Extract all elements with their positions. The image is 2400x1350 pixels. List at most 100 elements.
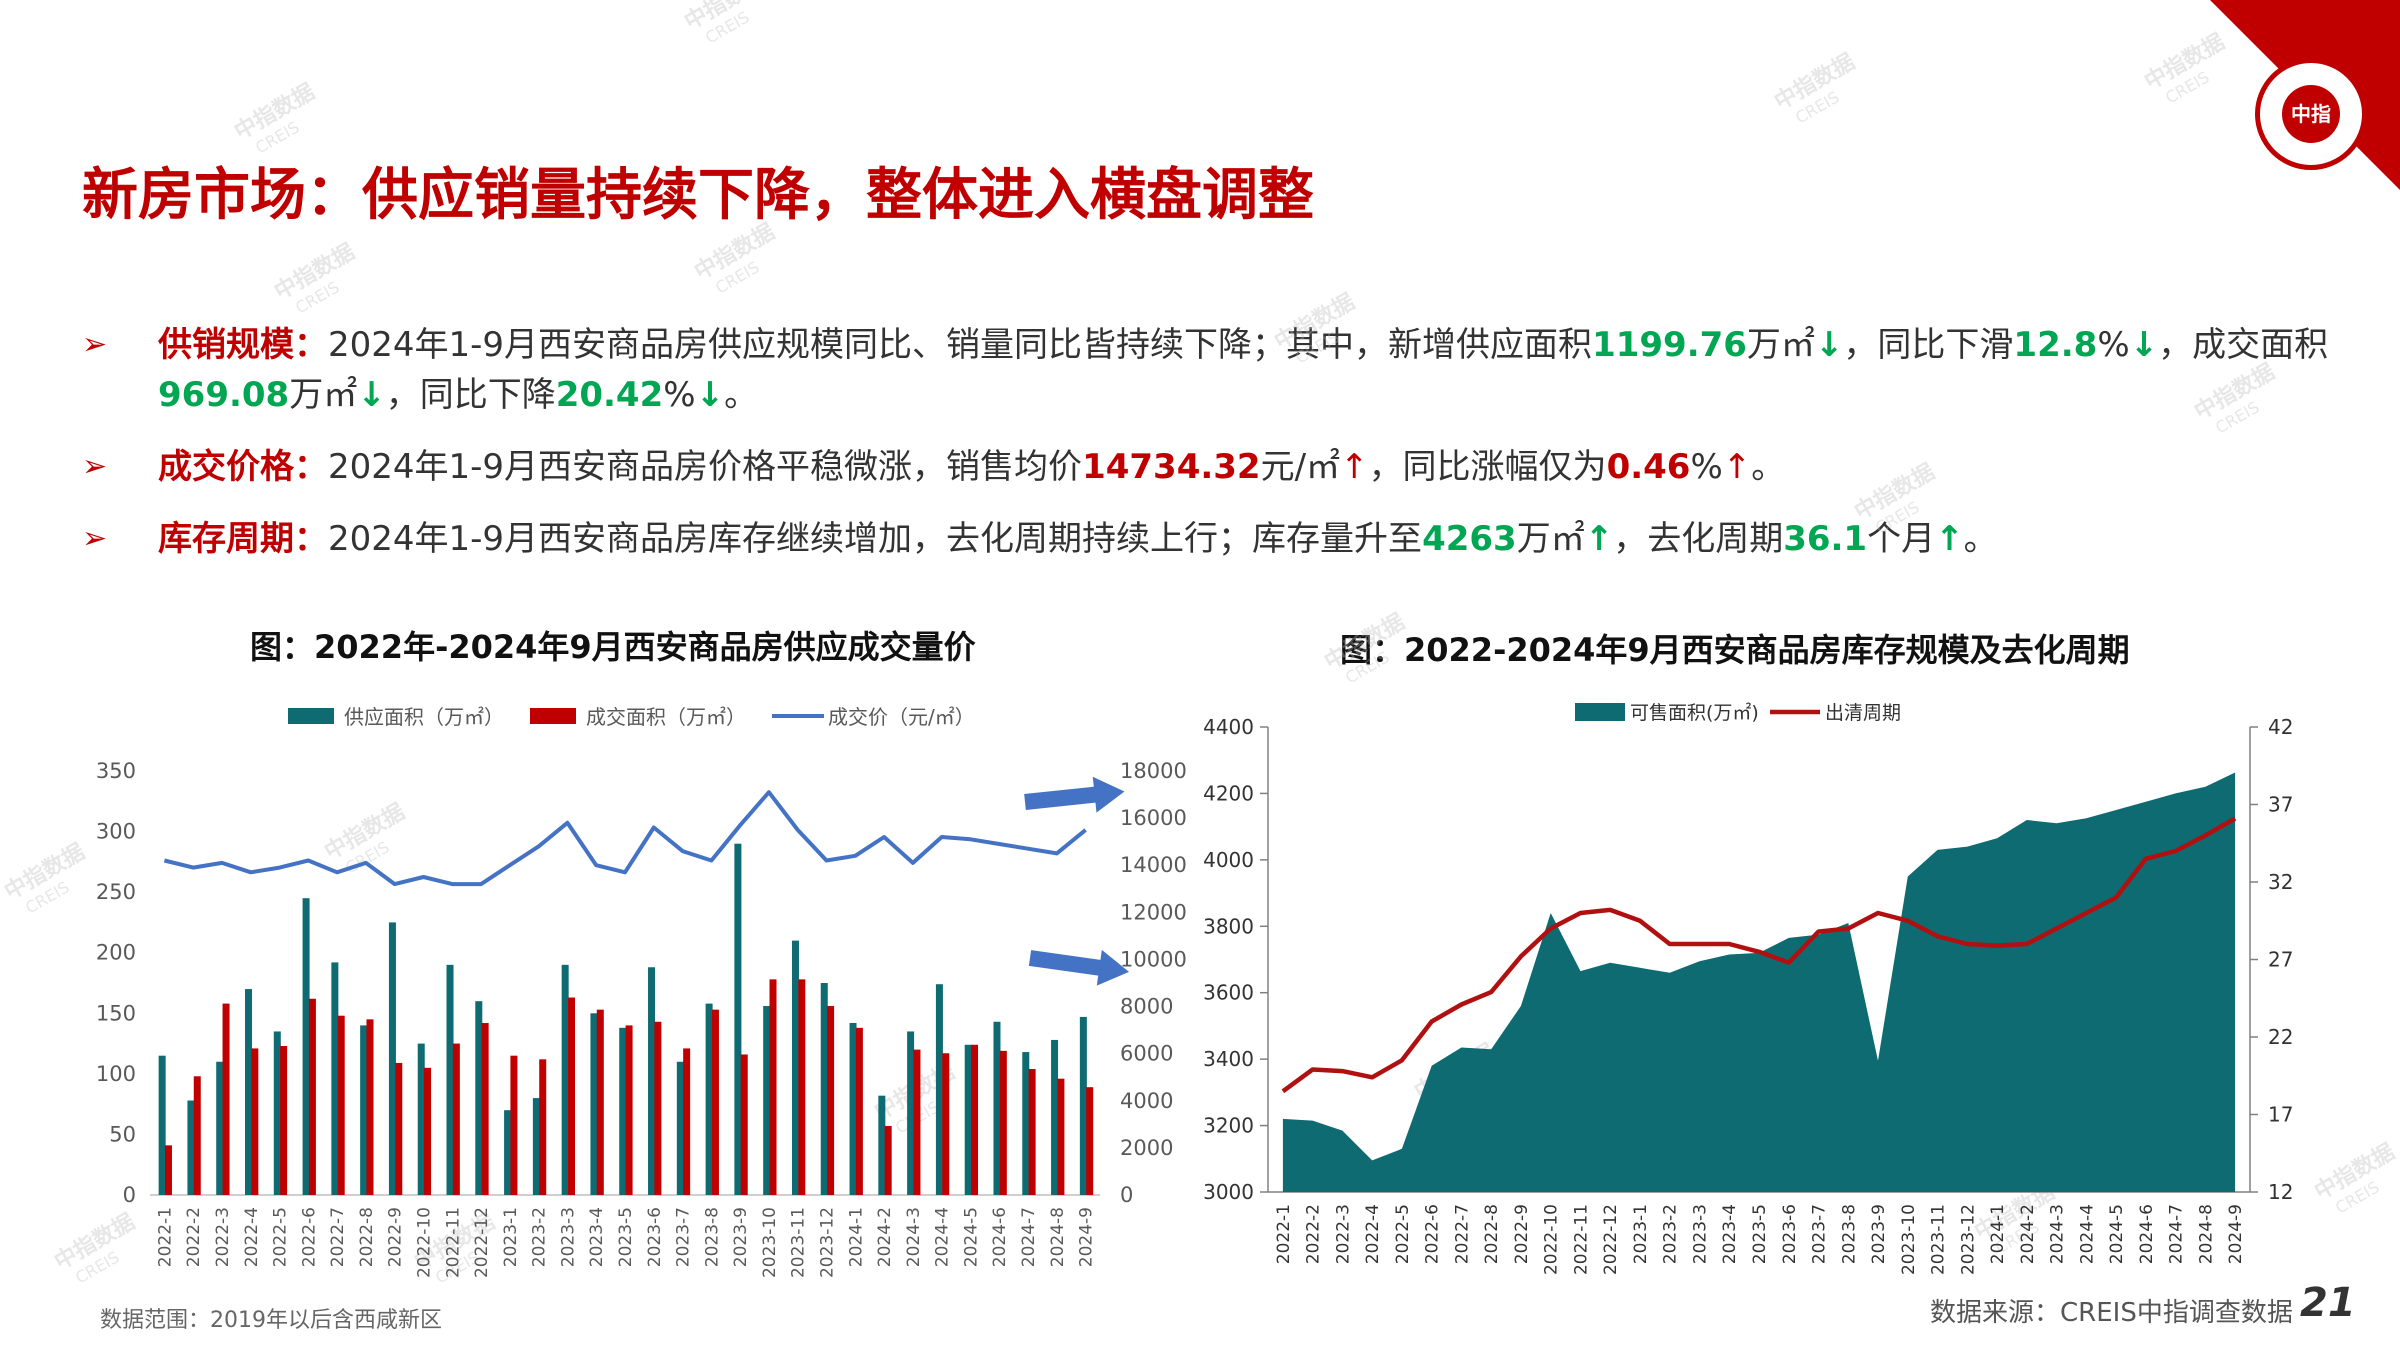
chart1-x-tick: 2024-2: [875, 1207, 895, 1267]
bullet-arrow-icon: ➢: [82, 449, 108, 484]
chart1-bar-supply: [475, 1001, 483, 1195]
chart1-bar-sales: [625, 1025, 633, 1195]
chart1-bar-sales: [798, 979, 806, 1195]
data-scope-note: 数据范围：2019年以后含西咸新区: [100, 1308, 442, 1333]
chart2-x-tick: 2024-9: [2226, 1204, 2246, 1264]
bullet-highlight: ↑: [1935, 519, 1964, 559]
chart2-x-tick: 2023-11: [1929, 1204, 1949, 1275]
chart1-bar-sales: [1028, 1069, 1036, 1195]
chart2-x-tick: 2022-4: [1363, 1204, 1383, 1264]
chart1-bar-supply: [360, 1025, 368, 1195]
chart1-bar-supply: [561, 964, 569, 1195]
chart2-x-tick: 2022-3: [1333, 1204, 1353, 1264]
chart2-x-tick: 2023-8: [1839, 1204, 1859, 1264]
chart1-x-tick: 2022-10: [414, 1207, 434, 1278]
chart1-x-tick: 2024-9: [1077, 1207, 1097, 1267]
chart2-x-tick: 2023-3: [1690, 1204, 1710, 1264]
chart1-bar-supply: [388, 922, 396, 1195]
chart1-bar-sales: [308, 998, 316, 1195]
bullet-text: %: [1690, 447, 1723, 487]
chart1-x-tick: 2022-4: [242, 1207, 262, 1267]
bullet-text: ，去化周期: [1613, 519, 1784, 559]
logo-text: 中指: [2282, 85, 2340, 143]
bullet-text: ，成交面积: [2158, 325, 2329, 365]
chart2-area-stock: [1282, 772, 2236, 1192]
bullet-text: 万㎡: [289, 375, 358, 415]
bullet-highlight: 1199.76: [1592, 325, 1747, 365]
bullet-text: ↑: [1722, 447, 1752, 487]
chart1-x-tick: 2024-6: [990, 1207, 1010, 1267]
chart1-y-right-tick: 8000: [1120, 995, 1173, 1019]
chart1-y-left-tick: 300: [96, 820, 136, 844]
bullet-highlight: ↑: [1584, 519, 1614, 559]
chart2-x-tick: 2022-11: [1571, 1204, 1591, 1275]
chart1-x-tick: 2022-6: [299, 1207, 319, 1267]
chart1-bar-sales: [884, 1125, 892, 1195]
bullet-text: 元/㎡: [1260, 447, 1341, 487]
bullet-text: 2024年1-9月西安商品房价格平稳微涨，销售均价: [328, 447, 1083, 487]
chart2-y-right-tick: 22: [2268, 1025, 2293, 1049]
chart1-y-right-tick: 10000: [1120, 947, 1187, 971]
chart2-x-tick: 2022-1: [1274, 1204, 1294, 1264]
chart1-bar-supply: [1079, 1016, 1087, 1195]
bullet-list: ➢ 供销规模：2024年1-9月西安商品房供应规模同比、销量同比皆持续下降；其中，…: [82, 320, 2332, 586]
chart1-x-tick: 2023-11: [789, 1207, 809, 1278]
chart2-y-left-tick: 4000: [1203, 848, 1254, 872]
data-source-note: 数据来源：CREIS中指调查数据: [1930, 1298, 2293, 1328]
chart1-bar-supply: [273, 1031, 281, 1195]
chart1-bar-supply: [734, 843, 742, 1195]
bullet-text: 万㎡: [1746, 325, 1815, 365]
chart1-x-tick: 2023-1: [501, 1207, 521, 1267]
chart2-y-left-tick: 4400: [1203, 715, 1254, 739]
chart1-bar-sales: [366, 1019, 374, 1195]
bullet-text: %: [2097, 325, 2130, 365]
chart1-x-tick: 2022-2: [184, 1207, 204, 1267]
chart2-x-tick: 2023-9: [1869, 1204, 1889, 1264]
chart1-x-tick: 2022-8: [357, 1207, 377, 1267]
chart1-legend-label: 成交价（元/㎡）: [828, 705, 975, 729]
chart1-bar-supply: [964, 1044, 972, 1195]
chart2-x-tick: 2024-2: [2018, 1204, 2038, 1264]
chart1-bar-sales: [827, 1006, 835, 1195]
chart1-bar-supply: [878, 1095, 886, 1195]
bullet-highlight: ↓: [2129, 325, 2159, 365]
chart1-bar-supply: [907, 1031, 915, 1195]
chart2-x-tick: 2022-10: [1542, 1204, 1562, 1275]
chart1-x-tick: 2023-4: [587, 1207, 607, 1267]
chart2-x-tick: 2023-2: [1661, 1204, 1681, 1264]
chart1-bar-sales: [424, 1067, 432, 1195]
bullet-highlight: 14734.32: [1082, 447, 1261, 487]
chart2-x-tick: 2022-5: [1393, 1204, 1413, 1264]
chart1-bar-supply: [935, 984, 943, 1195]
chart1-y-left-tick: 100: [96, 1062, 136, 1086]
arrow-shape: [1028, 949, 1130, 986]
chart2-x-tick: 2024-4: [2077, 1204, 2097, 1264]
chart2-title: 图：2022-2024年9月西安商品房库存规模及去化周期: [1340, 631, 2130, 669]
chart1-x-tick: 2023-10: [760, 1207, 780, 1278]
chart1-bar-supply: [993, 1021, 1001, 1195]
chart1-bar-sales: [683, 1048, 691, 1195]
bullet-text: 。: [1963, 519, 1998, 559]
chart1-x-tick: 2022-9: [386, 1207, 406, 1267]
chart1-bar-sales: [568, 997, 575, 1195]
bullet-highlight: ↓: [695, 375, 725, 415]
bullet-item: ➢ 供销规模：2024年1-9月西安商品房供应规模同比、销量同比皆持续下降；其中，…: [82, 320, 2332, 420]
chart1-x-tick: 2023-12: [818, 1207, 838, 1278]
page-title: 新房市场：供应销量持续下降，整体进入横盘调整: [82, 163, 1314, 228]
chart2-y-left-tick: 3000: [1203, 1180, 1254, 1204]
chart1-line-price: [163, 790, 1087, 887]
chart1-bar-sales: [222, 1003, 230, 1195]
chart2-x-tick: 2023-6: [1780, 1204, 1800, 1264]
chart1-bar-supply: [820, 983, 828, 1195]
chart2-y-right-tick: 12: [2268, 1180, 2293, 1204]
chart2-x-tick: 2023-1: [1631, 1204, 1651, 1264]
page-number: 21: [2300, 1280, 2356, 1326]
chart1-trend-arrow-icon: [1024, 776, 1125, 813]
chart1-x-tick: 2022-11: [443, 1207, 463, 1278]
bullet-text: ，同比下降: [385, 375, 556, 415]
